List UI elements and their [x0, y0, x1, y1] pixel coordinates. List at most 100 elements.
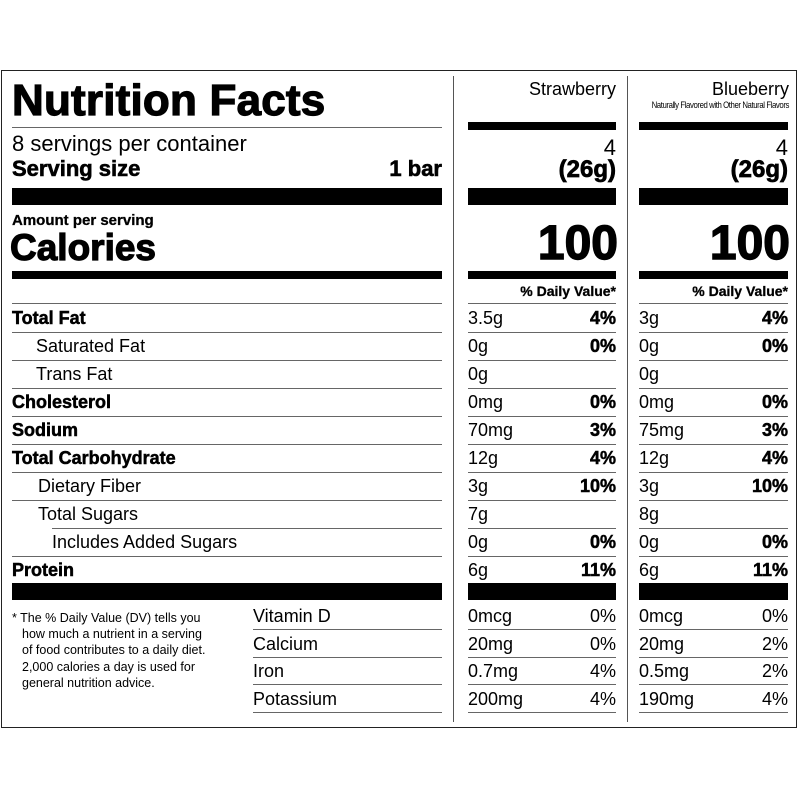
nutrient-daily-value: 0%: [589, 392, 617, 413]
nutrient-cell-blueberry: 0g 0%: [639, 333, 788, 359]
dv-header-strawberry: % Daily Value*: [520, 283, 616, 299]
row-rule: [12, 332, 442, 333]
row-rule: [12, 556, 442, 557]
nutrient-amount: 6g: [468, 560, 489, 580]
serving-size-row: Serving size 1 bar: [12, 156, 443, 182]
micronutrient-amount: 0.7mg: [468, 661, 519, 681]
row-rule: [468, 556, 616, 557]
micronutrient-label: Potassium: [253, 688, 338, 709]
micronutrient-label: Vitamin D: [253, 606, 331, 626]
micronutrient-daily-value: 4%: [761, 688, 788, 709]
thick-rule-blueberry: [639, 188, 788, 205]
column-divider-right: [627, 76, 628, 722]
nutrient-daily-value: 4%: [761, 308, 789, 329]
row-rule: [253, 629, 442, 630]
row-rule: [639, 360, 788, 361]
nutrient-cell-blueberry: 0g: [639, 361, 788, 387]
row-rule: [12, 472, 442, 473]
nutrient-amount: 3g: [468, 476, 489, 496]
flavor-name-blueberry: Blueberry: [711, 79, 789, 99]
micronutrient-cell-strawberry: 200mg 4%: [468, 686, 616, 712]
nutrient-cell-strawberry: 12g 4%: [468, 445, 616, 471]
nutrient-amount: 0mg: [639, 392, 675, 412]
micronutrient-amount: 20mg: [468, 633, 514, 654]
micronutrient-label: Iron: [253, 661, 285, 681]
row-rule: [12, 416, 442, 417]
nutrient-amount: 0g: [639, 364, 660, 384]
nutrient-daily-value: 4%: [589, 448, 617, 469]
nutrient-amount: 0g: [468, 336, 489, 356]
thick-rule-protein-blueberry: [639, 583, 788, 600]
nutrient-cell-strawberry: 7g: [468, 501, 616, 527]
row-rule: [639, 629, 788, 630]
nutrient-cell-strawberry: 3g 10%: [468, 473, 616, 499]
title-rule: [12, 127, 442, 128]
row-rule: [639, 656, 788, 658]
nutrient-cell-strawberry: 6g 11%: [468, 557, 616, 583]
micronutrient-amount: 200mg: [468, 688, 524, 709]
flavor-subtitle-blueberry: Naturally Flavored with Other Natural Fl…: [651, 100, 790, 111]
flavor-rule-blueberry: [639, 122, 788, 130]
nutrient-label: Cholesterol: [12, 392, 112, 413]
calories-label: Calories: [9, 226, 157, 268]
column-divider-left: [453, 76, 454, 722]
nutrient-amount: 3g: [639, 476, 660, 496]
micronutrient-daily-value: 0%: [761, 606, 788, 626]
micronutrient-cell-blueberry: 0.5mg 2%: [639, 658, 788, 684]
nutrient-cell-strawberry: 0mg 0%: [468, 389, 616, 415]
nutrient-amount: 12g: [639, 448, 670, 468]
nutrient-label: Trans Fat: [36, 364, 113, 384]
nutrient-label: Saturated Fat: [36, 336, 146, 356]
nutrient-amount: 12g: [468, 448, 499, 468]
micronutrient-cell-blueberry: 20mg 2%: [639, 631, 788, 657]
micronutrient-amount: 0mcg: [639, 606, 684, 626]
micronutrient-cell-strawberry: 20mg 0%: [468, 631, 616, 657]
serving-size-strawberry: (26g): [558, 156, 616, 183]
nutrient-amount: 7g: [468, 504, 489, 524]
nutrient-cell-blueberry: 6g 11%: [639, 557, 788, 583]
nutrient-daily-value: 3%: [761, 420, 789, 441]
nutrient-daily-value: 0%: [761, 392, 789, 413]
nutrient-cell-strawberry: 70mg 3%: [468, 417, 616, 443]
row-rule: [12, 360, 442, 361]
row-rule: [639, 684, 788, 685]
row-rule: [639, 528, 788, 529]
row-rule: [253, 711, 442, 713]
calories-blueberry: 100: [709, 217, 790, 270]
nutrient-daily-value: 0%: [589, 336, 617, 357]
footnote-line: 2,000 calories a day is used for: [22, 659, 196, 674]
nutrient-label: Total Fat: [12, 308, 86, 329]
nutrient-amount: 3g: [639, 308, 660, 328]
row-rule: [468, 472, 616, 473]
micronutrient-amount: 0.5mg: [639, 661, 690, 681]
row-rule: [468, 360, 616, 361]
row-rule: [52, 528, 442, 529]
nutrient-amount: 8g: [639, 504, 660, 524]
nutrient-amount: 0g: [468, 364, 489, 384]
row-rule: [639, 332, 788, 333]
micronutrient-cell-strawberry: 0mcg 0%: [468, 603, 616, 629]
nutrient-label: Total Sugars: [38, 504, 139, 524]
row-rule: [639, 500, 788, 501]
micronutrient-daily-value: 2%: [761, 633, 788, 654]
amount-per-serving: Amount per serving: [12, 212, 154, 229]
flavor-name-strawberry: Strawberry: [528, 79, 616, 99]
nutrient-amount: 0g: [468, 532, 489, 552]
nutrient-cell-strawberry: 3.5g 4%: [468, 305, 616, 331]
thick-rule-serving: [12, 188, 442, 205]
nutrient-amount: 6g: [639, 560, 660, 580]
nutrient-daily-value: 10%: [579, 476, 617, 497]
thick-rule-strawberry: [468, 188, 616, 205]
nutrient-amount: 0g: [639, 532, 660, 552]
row-rule: [468, 500, 616, 501]
nutrient-daily-value: 11%: [580, 560, 617, 581]
nutrient-label: Dietary Fiber: [38, 476, 142, 496]
micronutrient-cell-strawberry: 0.7mg 4%: [468, 658, 616, 684]
medium-rule-blueberry: [639, 271, 788, 279]
micronutrient-amount: 190mg: [639, 688, 695, 709]
row-rule: [468, 444, 616, 445]
nutrient-cell-blueberry: 8g: [639, 501, 788, 527]
serving-size-value: 1 bar: [389, 156, 442, 182]
row-rule: [468, 629, 616, 630]
row-rule: [253, 656, 442, 658]
